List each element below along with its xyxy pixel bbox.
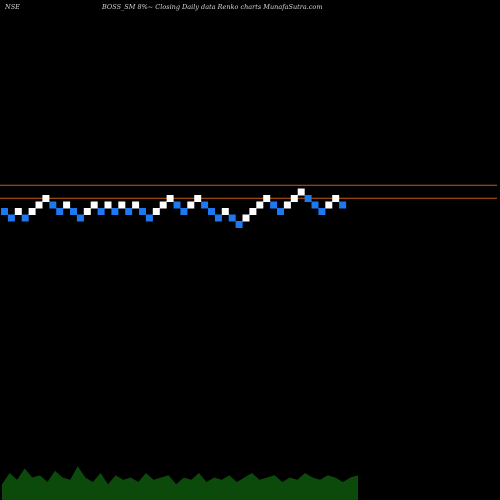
renko-brick-down	[1, 208, 8, 215]
renko-brick-down	[214, 214, 222, 222]
renko-brick-up	[104, 201, 112, 209]
renko-brick-up	[332, 195, 340, 202]
renko-brick-down	[139, 208, 146, 215]
renko-brick-up	[283, 201, 291, 209]
renko-brick-down	[235, 221, 243, 228]
renko-brick-up	[132, 201, 140, 209]
renko-brick-down	[97, 208, 105, 215]
renko-brick-up	[159, 201, 167, 209]
renko-brick-up	[249, 208, 257, 215]
renko-brick-down	[70, 208, 77, 215]
renko-brick-up	[42, 195, 50, 202]
renko-brick-up	[297, 188, 305, 196]
renko-brick-down	[173, 201, 181, 209]
renko-brick-down	[304, 195, 312, 202]
exchange-label: NSE	[4, 3, 20, 11]
renko-brick-down	[7, 214, 15, 222]
renko-brick-up	[242, 214, 250, 222]
renko-brick-down	[208, 208, 215, 215]
renko-brick-down	[339, 201, 347, 209]
renko-brick-up	[118, 201, 126, 209]
volume-panel	[2, 466, 358, 500]
renko-brick-up	[14, 208, 22, 215]
renko-brick-down	[125, 208, 133, 215]
renko-brick-up	[290, 195, 298, 202]
renko-brick-down	[111, 208, 119, 215]
renko-brick-up	[325, 201, 333, 209]
renko-brick-up	[63, 201, 71, 209]
renko-brick-up	[256, 201, 264, 209]
renko-brick-down	[311, 201, 319, 209]
renko-brick-down	[318, 208, 326, 215]
renko-brick-up	[221, 208, 229, 215]
renko-brick-up	[35, 201, 43, 209]
renko-brick-down	[145, 214, 153, 222]
renko-brick-down	[180, 208, 188, 215]
volume-area	[2, 466, 358, 500]
reference-lines	[0, 184, 497, 199]
renko-brick-up	[166, 195, 174, 202]
renko-brick-up	[152, 208, 160, 215]
renko-brick-down	[21, 214, 29, 222]
renko-brick-up	[194, 195, 202, 202]
renko-brick-up	[263, 195, 271, 202]
renko-brick-up	[187, 201, 195, 209]
chart-title: BOSS_SM 8%~ Closing Daily data Renko cha…	[101, 3, 323, 11]
renko-brick-down	[277, 208, 284, 215]
renko-brick-down	[228, 214, 236, 222]
renko-brick-down	[56, 208, 64, 215]
renko-brick-down	[76, 214, 84, 222]
renko-brick-up	[28, 208, 36, 215]
renko-bricks	[1, 188, 347, 228]
renko-brick-down	[49, 201, 57, 209]
renko-brick-down	[201, 201, 209, 209]
renko-brick-up	[90, 201, 98, 209]
renko-brick-down	[270, 201, 278, 209]
renko-brick-up	[83, 208, 91, 215]
